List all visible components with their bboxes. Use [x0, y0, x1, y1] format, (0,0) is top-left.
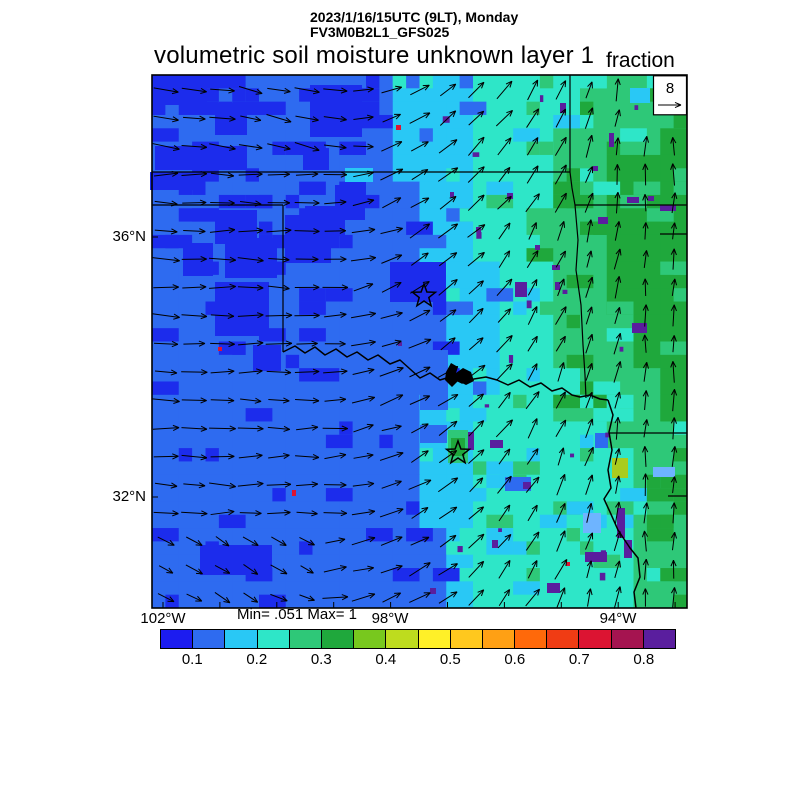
- wind-arrows: [152, 78, 678, 609]
- lake-texoma: [445, 363, 474, 387]
- map-frame: [151, 74, 688, 609]
- state-borders: [152, 75, 687, 497]
- colorbar-segment: [161, 630, 194, 648]
- lat-label-36n: 36°N: [112, 228, 146, 245]
- colorbar-segment: [354, 630, 387, 648]
- colorbar-tick-label: 0.6: [504, 651, 526, 668]
- lon-label-94w: 94°W: [599, 610, 637, 627]
- colorbar-segment: [418, 630, 451, 648]
- colorbar-segment: [321, 630, 355, 648]
- colorbar-tick-label: 0.1: [181, 651, 203, 668]
- colorbar-tick-label: 0.3: [310, 651, 332, 668]
- colorbar-segment: [450, 630, 483, 648]
- colorbar-tick-label: 0.8: [633, 651, 655, 668]
- colorbar-segment: [579, 630, 612, 648]
- plot-title: volumetric soil moisture unknown layer 1: [154, 42, 595, 69]
- colorbar-segment: [386, 630, 419, 648]
- colorbar-tick-label: 0.7: [568, 651, 590, 668]
- colorbar-segment: [257, 630, 290, 648]
- lon-label-102w: 102°W: [140, 610, 186, 627]
- colorbar-segment: [193, 630, 226, 648]
- lon-label-98w: 98°W: [371, 610, 409, 627]
- red-river: [282, 345, 641, 609]
- colorbar-segment: [643, 630, 675, 648]
- colorbar: [160, 629, 676, 649]
- colorbar-segment: [482, 630, 516, 648]
- colorbar-tick-label: 0.5: [439, 651, 461, 668]
- units-label: fraction: [606, 49, 675, 72]
- lat-label-32n: 32°N: [112, 488, 146, 505]
- colorbar-segment: [225, 630, 258, 648]
- colorbar-segment: [611, 630, 644, 648]
- reference-vector-value: 8: [666, 80, 674, 97]
- colorbar-tick-label: 0.2: [246, 651, 268, 668]
- colorbar-segment: [289, 630, 322, 648]
- model-run-heading: FV3M0B2L1_GFS025: [310, 24, 450, 40]
- colorbar-segment: [515, 630, 548, 648]
- minmax-stats: Min= .051 Max= 1: [236, 606, 358, 623]
- colorbar-tick-label: 0.4: [375, 651, 397, 668]
- station-star-2: [444, 438, 472, 465]
- water-specks: [218, 95, 676, 594]
- reference-vector-box: 8: [652, 75, 688, 116]
- datetime-heading: 2023/1/16/15UTC (9LT), Monday: [310, 9, 519, 25]
- axis-ticks: [152, 236, 676, 608]
- station-star-1: [410, 281, 438, 308]
- colorbar-segment: [547, 630, 580, 648]
